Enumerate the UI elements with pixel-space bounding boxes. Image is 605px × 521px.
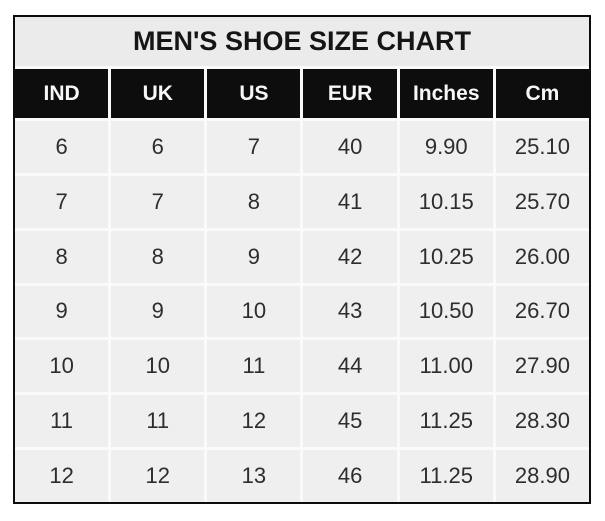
table-grid: MEN'S SHOE SIZE CHART IND UK US EUR Inch… [15,17,589,502]
cell-r4-eur: 43 [303,285,397,338]
cell-r5-cm: 27.90 [495,340,589,393]
cell-r2-inches: 10.15 [399,175,493,228]
cell-r1-inches: 9.90 [399,121,493,173]
cell-r1-uk: 6 [111,121,205,173]
cell-r2-cm: 25.70 [495,175,589,228]
cell-r7-us: 13 [207,450,301,502]
cell-r1-eur: 40 [303,121,397,173]
cell-r2-uk: 7 [111,175,205,228]
cell-r6-uk: 11 [111,395,205,448]
cell-r5-inches: 11.00 [399,340,493,393]
column-header-uk: UK [111,69,205,118]
cell-r4-cm: 26.70 [495,285,589,338]
cell-r3-us: 9 [207,230,301,283]
cell-r7-inches: 11.25 [399,450,493,502]
cell-r5-us: 11 [207,340,301,393]
cell-r4-inches: 10.50 [399,285,493,338]
cell-r7-eur: 46 [303,450,397,502]
cell-r6-cm: 28.30 [495,395,589,448]
cell-r4-ind: 9 [15,285,109,338]
cell-r3-uk: 8 [111,230,205,283]
cell-r6-inches: 11.25 [399,395,493,448]
cell-r2-ind: 7 [15,175,109,228]
cell-r3-ind: 8 [15,230,109,283]
cell-r2-eur: 41 [303,175,397,228]
cell-r5-ind: 10 [15,340,109,393]
cell-r5-uk: 10 [111,340,205,393]
cell-r1-cm: 25.10 [495,121,589,173]
cell-r6-us: 12 [207,395,301,448]
cell-r2-us: 8 [207,175,301,228]
cell-r5-eur: 44 [303,340,397,393]
cell-r4-us: 10 [207,285,301,338]
cell-r1-us: 7 [207,121,301,173]
cell-r3-eur: 42 [303,230,397,283]
column-header-inches: Inches [399,69,493,118]
cell-r7-uk: 12 [111,450,205,502]
shoe-size-chart-table: MEN'S SHOE SIZE CHART IND UK US EUR Inch… [13,15,591,504]
cell-r6-eur: 45 [303,395,397,448]
cell-r6-ind: 11 [15,395,109,448]
chart-title: MEN'S SHOE SIZE CHART [15,17,589,66]
cell-r7-ind: 12 [15,450,109,502]
column-header-cm: Cm [495,69,589,118]
column-header-us: US [207,69,301,118]
column-header-eur: EUR [303,69,397,118]
cell-r1-ind: 6 [15,121,109,173]
cell-r4-uk: 9 [111,285,205,338]
cell-r3-cm: 26.00 [495,230,589,283]
cell-r3-inches: 10.25 [399,230,493,283]
cell-r7-cm: 28.90 [495,450,589,502]
column-header-ind: IND [15,69,109,118]
